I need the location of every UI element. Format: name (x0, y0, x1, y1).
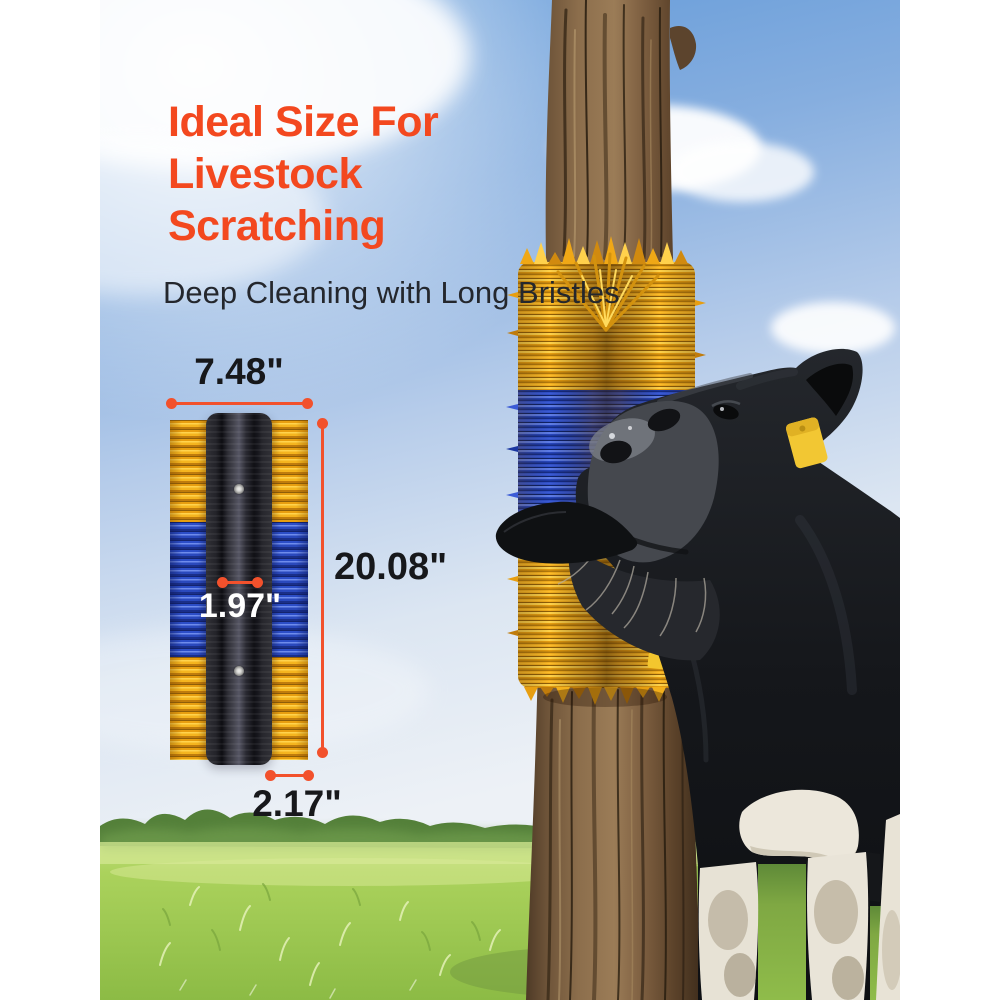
grass-blades (159, 883, 501, 999)
dimension-line-height (321, 423, 324, 752)
dimension-endpoint-dot (217, 577, 228, 588)
brush-top-tufts (520, 236, 688, 332)
headline-line-1: Ideal Size For (168, 98, 439, 146)
bristle-section-blue (170, 522, 210, 657)
bristle-section-yellow (268, 420, 308, 522)
dimension-endpoint-dot (303, 770, 314, 781)
dimension-line-depth (272, 774, 306, 777)
dimension-endpoint-dot (317, 418, 328, 429)
rail-screw-hole (234, 484, 244, 494)
brush-rail (206, 413, 272, 765)
bristle-section-blue (268, 522, 308, 657)
dimension-label-height: 20.08" (334, 546, 448, 588)
bristle-section-yellow (268, 657, 308, 760)
dimension-endpoint-dot (166, 398, 177, 409)
headline-line-2: Livestock (168, 150, 362, 198)
ear-tag (785, 417, 828, 469)
bristles-right-column (268, 420, 308, 760)
headline-line-3: Scratching (168, 202, 386, 250)
headline: Ideal Size For Livestock Scratching (168, 96, 439, 252)
bristles-left-column (170, 420, 210, 760)
dimension-line-width (172, 402, 308, 405)
subtitle: Deep Cleaning with Long Bristles (163, 275, 620, 310)
cow-eye (711, 400, 741, 420)
dimension-label-width: 7.48" (194, 351, 284, 392)
rail-screw-hole (234, 666, 244, 676)
dimension-endpoint-dot (265, 770, 276, 781)
bristle-section-yellow (170, 420, 210, 522)
cow-white-markings (698, 789, 900, 1000)
dimension-endpoint-dot (302, 398, 313, 409)
pasture-photo (100, 0, 900, 1000)
cow-illustration (495, 348, 900, 1000)
bristle-section-yellow (170, 657, 210, 760)
scene-illustration (100, 0, 900, 1000)
dimension-label-depth: 2.17" (252, 783, 342, 824)
dimension-endpoint-dot (252, 577, 263, 588)
dimension-line-rail-width (222, 581, 257, 584)
dimension-label-rail-width: 1.97" (198, 587, 282, 625)
dimension-endpoint-dot (317, 747, 328, 758)
